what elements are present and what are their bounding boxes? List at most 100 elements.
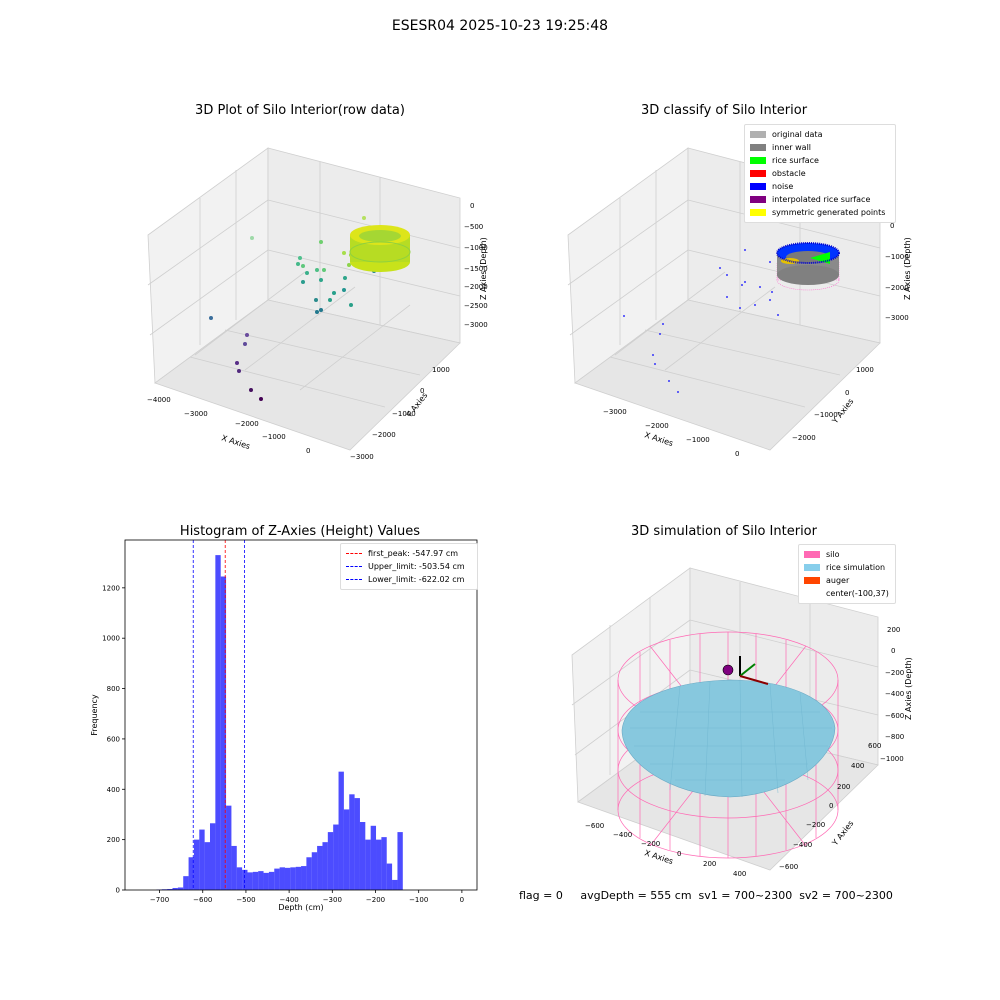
svg-text:−600: −600 xyxy=(885,712,904,720)
svg-text:0: 0 xyxy=(677,850,681,858)
classify-legend-swatch xyxy=(750,183,766,190)
classify-legend-item: original data xyxy=(750,128,890,141)
svg-text:−400: −400 xyxy=(613,831,632,839)
classify-noise-points xyxy=(623,249,779,393)
classify-axis-ticks: −3000 −2000 −1000 0 −2000 −1000 0 1000 0 −1000… xyxy=(603,222,909,458)
classify-plot-title: 3D classify of Silo Interior xyxy=(640,103,808,118)
histogram-bar xyxy=(242,869,248,890)
svg-text:−3000: −3000 xyxy=(464,321,488,329)
histogram-y-ticks: 0 200 400 600 800 1000 1200 xyxy=(102,584,125,895)
histogram-bar xyxy=(220,576,227,890)
svg-text:200: 200 xyxy=(703,860,716,868)
svg-text:−1000: −1000 xyxy=(885,253,909,261)
classify-legend-item: noise xyxy=(750,180,890,193)
svg-text:−2000: −2000 xyxy=(464,283,488,291)
classify-legend-label: inner wall xyxy=(772,143,812,152)
simulation-legend-swatch xyxy=(804,590,820,597)
histogram-x-tick-label: 0 xyxy=(460,896,464,904)
histogram-y-tick-label: 1200 xyxy=(102,584,120,592)
histogram-legend-label: first_peak: -547.97 cm xyxy=(368,549,459,558)
histogram-bar xyxy=(322,842,328,890)
histogram-bar xyxy=(343,809,350,890)
svg-text:−3000: −3000 xyxy=(885,314,909,322)
raw-plot-title: 3D Plot of Silo Interior(row data) xyxy=(195,103,405,118)
histogram-x-tick-label: −700 xyxy=(150,896,169,904)
histogram-bar xyxy=(301,866,307,890)
svg-text:−2500: −2500 xyxy=(464,302,488,310)
classify-legend-label: interpolated rice surface xyxy=(772,195,871,204)
histogram-legend: first_peak: -547.97 cm Upper_limit: -503.… xyxy=(340,543,478,590)
histogram-y-tick-label: 400 xyxy=(107,786,120,794)
histogram-bar xyxy=(279,867,285,890)
svg-text:0: 0 xyxy=(470,202,474,210)
classify-silo-model xyxy=(776,242,840,291)
histogram-bar xyxy=(236,867,243,890)
classify-legend-swatch xyxy=(750,131,766,138)
histogram-legend-swatch xyxy=(346,553,362,554)
histogram-legend-label: Lower_limit: -622.02 cm xyxy=(368,575,465,584)
svg-text:−1000: −1000 xyxy=(262,433,286,441)
simulation-legend-label: silo xyxy=(826,550,840,559)
histogram-bar xyxy=(247,872,253,890)
classify-legend-swatch xyxy=(750,157,766,164)
figure-title: ESESR04 2025-10-23 19:25:48 xyxy=(391,18,609,34)
histogram-bar xyxy=(306,857,312,890)
histogram-y-tick-label: 1000 xyxy=(102,635,120,643)
classify-legend-item: symmetric generated points xyxy=(750,206,890,219)
svg-text:−1000: −1000 xyxy=(392,410,416,418)
svg-text:200: 200 xyxy=(837,783,850,791)
svg-text:400: 400 xyxy=(851,762,864,770)
histogram-bar xyxy=(177,887,184,890)
svg-text:−1000: −1000 xyxy=(880,755,904,763)
svg-text:0: 0 xyxy=(306,447,310,455)
histogram-y-tick-label: 600 xyxy=(107,735,120,743)
histogram-bar xyxy=(295,866,302,890)
simulation-legend-label: auger xyxy=(826,576,850,585)
histogram-frame xyxy=(124,539,478,891)
histogram-y-tick-label: 0 xyxy=(116,887,120,895)
histogram-title: Histogram of Z-Axies (Height) Values xyxy=(179,524,421,539)
classify-legend-label: rice surface xyxy=(772,156,819,165)
classify-z-axis-label: Z Axies (Depth) xyxy=(903,237,912,300)
histogram-y-axis-label: Frequency xyxy=(90,694,99,736)
histogram-bar xyxy=(258,871,264,890)
svg-text:0: 0 xyxy=(891,647,895,655)
histogram-bar xyxy=(338,771,344,890)
histogram-x-tick-label: −100 xyxy=(409,896,428,904)
simulation-legend-item: auger xyxy=(804,574,890,587)
histogram-legend-item: Lower_limit: -622.02 cm xyxy=(346,573,472,586)
svg-text:−1000: −1000 xyxy=(686,436,710,444)
histogram-x-axis-label: Depth (cm) xyxy=(278,903,323,912)
classify-legend-item: inner wall xyxy=(750,141,890,154)
svg-text:−1000: −1000 xyxy=(814,411,838,419)
svg-text:−2000: −2000 xyxy=(792,434,816,442)
histogram-bar xyxy=(381,837,387,890)
svg-text:−3000: −3000 xyxy=(603,408,627,416)
auger-marker xyxy=(722,656,769,685)
histogram-legend-item: first_peak: -547.97 cm xyxy=(346,547,472,560)
histogram-bar xyxy=(209,823,216,890)
simulation-legend-label: rice simulation xyxy=(826,563,886,572)
histogram-legend-swatch xyxy=(346,579,362,580)
classify-legend-item: rice surface xyxy=(750,154,890,167)
rice-simulation-surface xyxy=(621,679,836,798)
svg-text:1000: 1000 xyxy=(432,366,450,374)
classify-legend-label: original data xyxy=(772,130,823,139)
svg-text:−400: −400 xyxy=(793,841,812,849)
raw-z-axis-label: Z Axies (Depth) xyxy=(479,237,488,300)
svg-text:−200: −200 xyxy=(806,821,825,829)
svg-text:200: 200 xyxy=(887,626,900,634)
histogram-bar xyxy=(311,852,318,890)
svg-text:−2000: −2000 xyxy=(372,431,396,439)
histogram-bar xyxy=(354,798,360,890)
histogram-bar xyxy=(349,794,355,890)
svg-text:−2000: −2000 xyxy=(645,422,669,430)
classify-legend-swatch xyxy=(750,196,766,203)
simulation-z-axis-label: Z Axies (Depth) xyxy=(904,657,913,720)
histogram-bar xyxy=(268,871,275,890)
simulation-legend-item: center(-100,37) xyxy=(804,587,890,600)
histogram-bar xyxy=(290,867,296,890)
simulation-plot-title: 3D simulation of Silo Interior xyxy=(631,524,817,539)
svg-text:−1500: −1500 xyxy=(464,265,488,273)
